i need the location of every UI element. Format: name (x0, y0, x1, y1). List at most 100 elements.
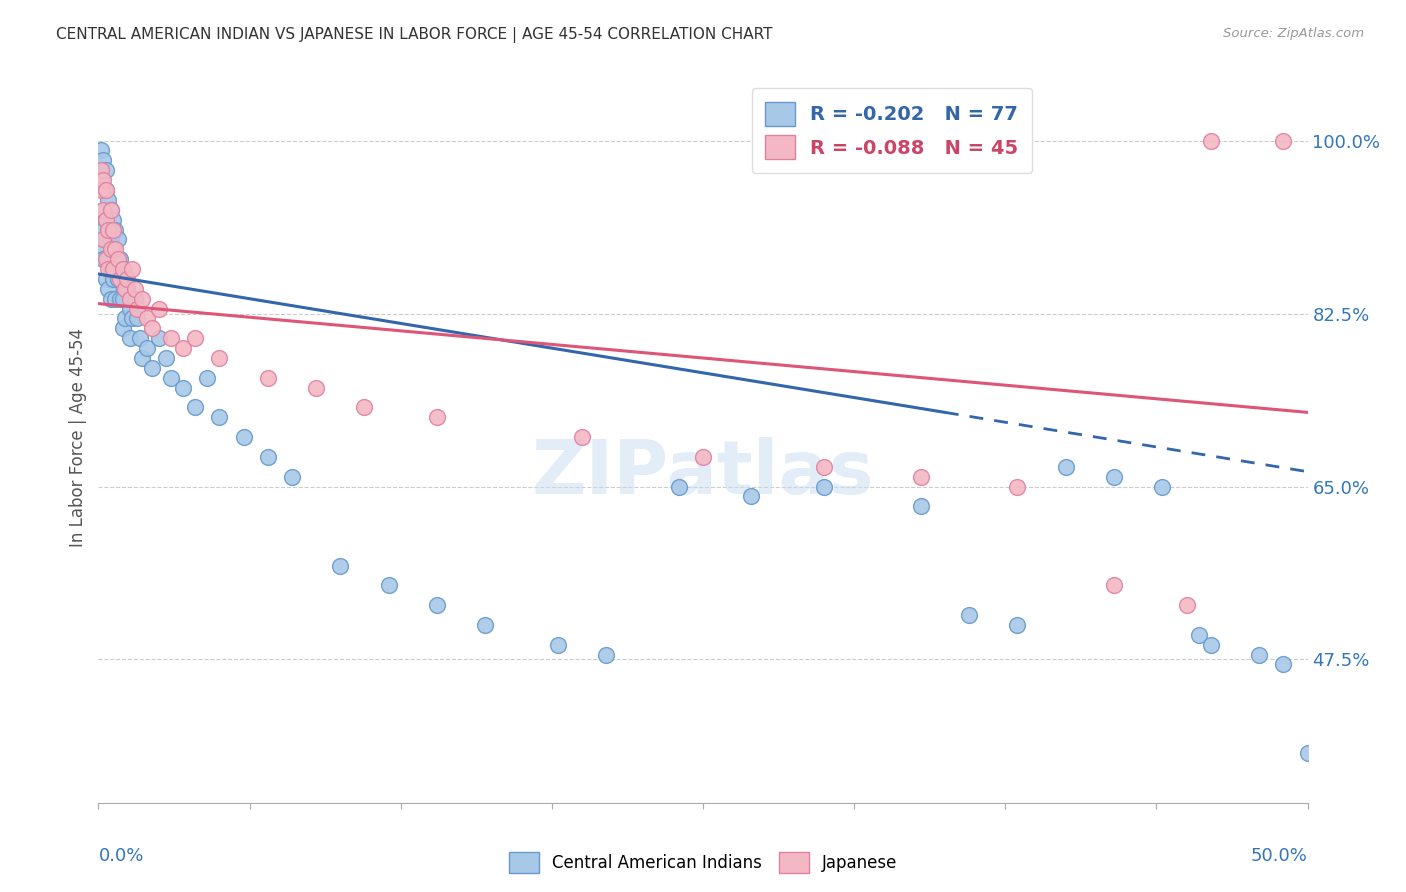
Point (668, 479, 690, 493)
Point (90, 163, 112, 178)
Point (135, 311, 157, 326)
Point (97, 193, 120, 207)
Point (91, 202, 114, 217)
Point (114, 272, 136, 286)
Point (108, 252, 131, 267)
Text: Source: ZipAtlas.com: Source: ZipAtlas.com (1223, 27, 1364, 40)
Point (124, 282, 146, 296)
Point (377, 578, 399, 592)
Point (100, 202, 122, 217)
Point (97, 282, 120, 296)
Point (91, 232, 114, 246)
Point (94, 232, 117, 246)
Point (101, 222, 124, 236)
Point (281, 469, 304, 483)
Point (97, 222, 120, 236)
Point (90, 144, 112, 158)
Point (1102, 578, 1125, 592)
Point (104, 242, 127, 256)
Point (256, 371, 278, 385)
Point (94, 272, 117, 286)
Point (104, 222, 127, 236)
Point (1296, 747, 1319, 761)
Point (108, 272, 131, 286)
Point (155, 351, 177, 365)
Point (104, 262, 127, 277)
Point (100, 262, 122, 277)
Point (90, 173, 112, 187)
Point (305, 381, 328, 395)
Point (1054, 459, 1077, 474)
Legend: Central American Indians, Japanese: Central American Indians, Japanese (502, 846, 904, 880)
Point (91, 252, 114, 267)
Point (547, 638, 569, 652)
Point (111, 262, 134, 277)
Point (1272, 657, 1295, 672)
Point (104, 292, 127, 306)
Point (813, 459, 835, 474)
Legend: R = -0.202   N = 77, R = -0.088   N = 45: R = -0.202 N = 77, R = -0.088 N = 45 (752, 88, 1032, 173)
Point (172, 341, 194, 355)
Text: CENTRAL AMERICAN INDIAN VS JAPANESE IN LABOR FORCE | AGE 45-54 CORRELATION CHART: CENTRAL AMERICAN INDIAN VS JAPANESE IN L… (56, 27, 773, 43)
Point (94, 252, 117, 267)
Point (101, 272, 124, 286)
Point (1188, 628, 1211, 642)
Text: ZIPatlas: ZIPatlas (531, 437, 875, 510)
Point (1199, 134, 1222, 148)
Point (97, 252, 120, 267)
Point (1199, 638, 1222, 652)
Point (117, 272, 139, 286)
Point (124, 292, 146, 306)
Point (111, 262, 134, 277)
Point (107, 252, 129, 267)
Point (1272, 134, 1295, 148)
Point (353, 401, 375, 415)
Point (101, 212, 124, 227)
Point (135, 341, 157, 355)
Point (957, 607, 980, 622)
Point (910, 500, 932, 514)
Point (94, 212, 117, 227)
Point (91, 153, 114, 168)
Point (121, 311, 143, 326)
Point (94, 212, 117, 227)
Point (141, 360, 163, 375)
Point (426, 410, 449, 425)
Point (100, 232, 122, 246)
Point (184, 331, 207, 345)
Point (97, 262, 120, 277)
Point (91, 183, 114, 197)
Point (114, 282, 136, 296)
Point (329, 558, 352, 573)
Point (94, 183, 117, 197)
Point (91, 242, 114, 256)
Point (91, 222, 114, 236)
Point (474, 618, 496, 632)
Point (118, 331, 141, 345)
Point (195, 371, 218, 385)
Point (118, 301, 141, 316)
Point (256, 450, 278, 464)
Point (148, 301, 170, 316)
Point (94, 183, 117, 197)
Point (97, 222, 120, 236)
Point (127, 311, 149, 326)
Point (118, 292, 141, 306)
Point (232, 430, 254, 444)
Point (1152, 479, 1174, 493)
Point (108, 292, 131, 306)
Point (571, 430, 593, 444)
Point (117, 282, 139, 296)
Point (100, 292, 122, 306)
Point (131, 351, 153, 365)
Point (1102, 469, 1125, 483)
Point (184, 401, 207, 415)
Point (426, 598, 449, 612)
Point (101, 262, 124, 277)
Point (128, 331, 150, 345)
Point (91, 202, 114, 217)
Point (94, 163, 117, 178)
Point (1249, 648, 1271, 662)
Point (107, 272, 129, 286)
Point (127, 301, 149, 316)
